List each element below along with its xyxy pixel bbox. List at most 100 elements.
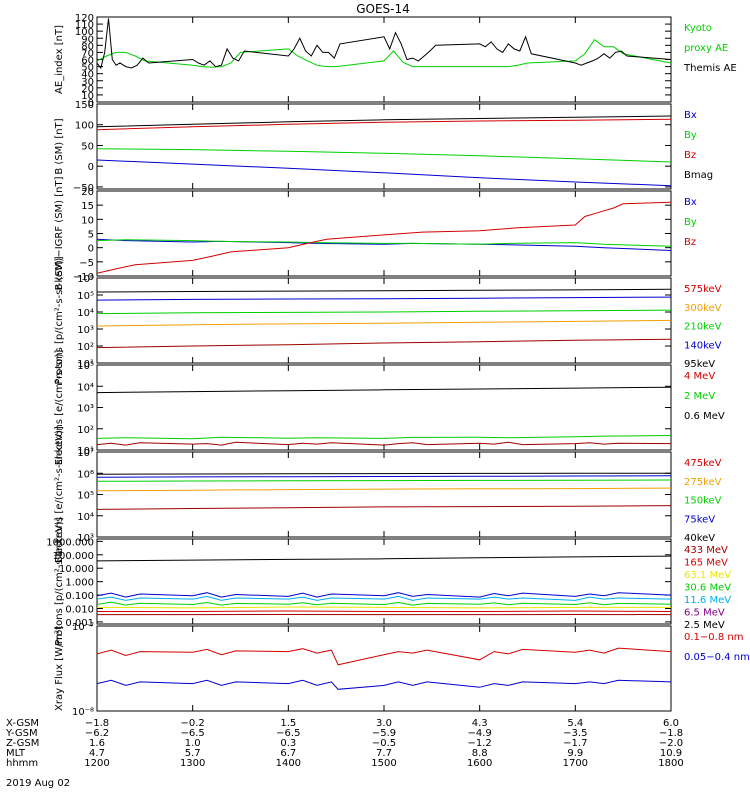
y-tick-label: 110	[75, 20, 94, 31]
series-line-3	[96, 148, 672, 163]
legend-entry: Bx	[684, 197, 697, 208]
y-axis-label: Xray Flux [W/m²]	[54, 626, 65, 711]
x-row-value: 1.0	[185, 738, 201, 749]
y-tick-label: 10⁴	[77, 512, 94, 523]
series-line-3	[96, 595, 672, 601]
legend-entry: 11.6 MeV	[684, 595, 731, 606]
x-row-value: 1400	[276, 758, 301, 769]
series-line-4	[96, 487, 672, 492]
series-line-1	[96, 472, 671, 475]
panel-7: 0.001 0.010 0.100 1.000 10.000 100.000 1000.00…	[46, 517, 731, 645]
figure-title: GOES-14	[356, 2, 410, 16]
y-tick-label: 10¹	[77, 446, 94, 457]
series-line-5	[96, 606, 671, 609]
series-line-1	[96, 238, 672, 251]
x-row-value: 1500	[371, 758, 396, 769]
y-tick-label: 10⁴	[77, 382, 94, 393]
series-line-5	[96, 338, 672, 349]
x-row-label: Z-GSM	[6, 738, 39, 749]
y-tick-label: 10⁻⁸	[72, 707, 94, 718]
x-row-value: 4.7	[89, 748, 105, 759]
x-row-label: Y-GSM	[5, 728, 38, 739]
y-tick-label: 10²	[77, 425, 94, 436]
series-line-1	[96, 647, 672, 666]
y-tick-label: 5	[88, 230, 94, 241]
legend-entry: 0.6 MeV	[684, 411, 725, 422]
x-row-value: −1.7	[563, 738, 587, 749]
x-row-label: hhmm	[6, 758, 38, 769]
legend-entry: Bmag	[684, 170, 713, 181]
panel-2: −50 0 50 100 150 B (SM) [nT] Bx By Bz Bmag	[54, 100, 713, 194]
x-row-value: 9.9	[567, 748, 583, 759]
y-tick-label: 10⁴	[77, 308, 94, 319]
x-row-value: 1.6	[89, 738, 105, 749]
legend-entry: 433 MeV	[684, 545, 728, 556]
y-tick-label: 0.001	[65, 618, 94, 629]
legend-entry: 575keV	[684, 284, 722, 295]
series-line-1	[96, 555, 672, 562]
legend-entry: Bz	[684, 150, 696, 161]
y-tick-label: −10	[73, 272, 94, 283]
x-row-value: 1.5	[280, 718, 296, 729]
series-line-3	[96, 201, 672, 274]
y-tick-label: 0	[88, 244, 94, 255]
y-tick-label: 10¹	[77, 359, 94, 370]
series-line-1	[96, 386, 672, 394]
x-row-value: 1700	[563, 758, 588, 769]
x-row-value: −0.5	[372, 738, 396, 749]
legend-entry: 30.6 MeV	[684, 583, 731, 594]
series-line-3	[96, 309, 672, 315]
y-axis-label: Electrons [e/(cm²-s-sr-keV)]	[54, 426, 65, 563]
y-tick-label: 50	[81, 63, 94, 74]
x-row-value: 6.0	[663, 718, 679, 729]
panel-5: 10¹ 10² 10³ 10⁴ 10⁵ Electrons [e/(cm²-s-sr)] 4…	[54, 350, 725, 466]
legend-entry: 210keV	[684, 322, 722, 333]
series-line-1	[96, 115, 672, 128]
series-line-2	[96, 296, 672, 301]
panel-frame	[96, 16, 672, 103]
legend-entry: 75keV	[684, 514, 715, 525]
x-row-value: −1.2	[468, 738, 492, 749]
series-line-4	[96, 319, 672, 327]
x-row-value: 10.9	[660, 748, 682, 759]
x-row-value: 4.3	[472, 718, 488, 729]
x-row-value: 1300	[180, 758, 205, 769]
x-row-value: 1600	[467, 758, 492, 769]
panel-frame	[96, 625, 672, 712]
panel-4: 10¹ 10² 10³ 10⁴ 10⁵ 10⁶ Protons [p/(cm²-s-sr-k…	[54, 256, 722, 384]
x-row-value: 5.7	[185, 748, 201, 759]
panel-8: 10⁻⁸ 10⁻⁷ Xray Flux [W/m²] 0.1−0.8 nm 0.05−0…	[54, 622, 750, 718]
legend-entry: 140keV	[684, 340, 722, 351]
y-tick-label: 10⁶	[77, 469, 94, 480]
legend-entry: 4 MeV	[684, 371, 715, 382]
y-tick-label: 10⁵	[77, 291, 94, 302]
y-axis-label: B (SM)−IGRF (SM) [nT]	[54, 176, 65, 290]
legend-entry: Themis AE	[683, 63, 737, 74]
y-tick-label: 1000.000	[46, 537, 94, 548]
y-tick-label: 10³	[77, 325, 94, 336]
series-line-4	[96, 159, 672, 187]
series-line-2	[96, 18, 672, 70]
x-row-value: 1200	[84, 758, 109, 769]
y-axis-label: Protons [p/(cm²-s-sr-keV)]	[54, 256, 65, 384]
y-axis-label: AE_index [nT]	[54, 25, 65, 94]
x-row-value: 8.8	[472, 748, 488, 759]
y-tick-label: 0	[88, 98, 94, 109]
x-row-value: −6.2	[85, 728, 109, 739]
y-tick-label: 120	[75, 13, 94, 24]
series-line-2	[96, 435, 672, 440]
series-line-4	[96, 601, 672, 606]
y-tick-label: 100	[75, 27, 94, 38]
y-tick-label: 10²	[77, 342, 94, 353]
y-axis-label: B (SM) [nT]	[54, 118, 65, 174]
y-tick-label: 80	[81, 41, 94, 52]
x-row-value: −6.5	[276, 728, 300, 739]
series-line-3	[96, 441, 672, 446]
x-row-value: 7.7	[376, 748, 392, 759]
x-row-value: −1.8	[659, 728, 683, 739]
series-line-1	[96, 38, 672, 68]
y-tick-label: 15	[81, 201, 94, 212]
legend-entry: 2.5 MeV	[684, 620, 725, 631]
